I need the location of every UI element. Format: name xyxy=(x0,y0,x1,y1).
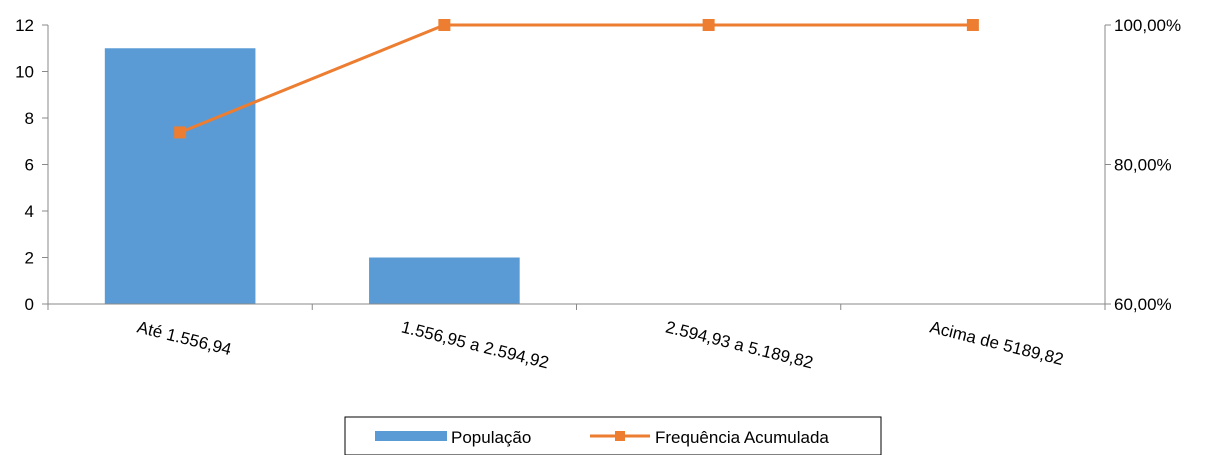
legend: População Frequência Acumulada xyxy=(344,416,882,455)
left-tick-label: 0 xyxy=(25,295,34,314)
left-y-ticks: 0 2 4 6 8 10 12 xyxy=(15,16,48,314)
line-path xyxy=(179,23,973,134)
right-tick-label: 60,00% xyxy=(1114,295,1172,314)
category-labels: Até 1.556,94 1.556,95 a 2.594,92 2.594,93 … xyxy=(135,317,1065,372)
bar-0 xyxy=(104,48,256,304)
right-tick-label: 80,00% xyxy=(1114,156,1172,175)
category-label-0: Até 1.556,94 xyxy=(135,317,233,359)
line-marker-2 xyxy=(702,19,715,31)
line-marker-3 xyxy=(966,19,979,31)
category-label-1: 1.556,95 a 2.594,92 xyxy=(399,317,550,372)
right-tick-label: 100,00% xyxy=(1114,16,1181,35)
category-label-2: 2.594,93 a 5.189,82 xyxy=(664,317,815,372)
legend-marker-frequencia-acumulada xyxy=(615,431,625,441)
legend-swatch-populacao xyxy=(375,431,447,441)
left-tick-label: 2 xyxy=(25,249,34,268)
bar-1 xyxy=(369,257,520,304)
line-series-frequencia-acumulada xyxy=(174,19,979,139)
left-tick-label: 12 xyxy=(15,16,34,35)
legend-label-frequencia-acumulada: Frequência Acumulada xyxy=(655,428,829,447)
left-tick-label: 10 xyxy=(15,63,34,82)
x-ticks xyxy=(47,304,1106,310)
right-y-ticks: 60,00% 80,00% 100,00% xyxy=(1105,16,1181,314)
category-label-3: Acima de 5189,82 xyxy=(928,317,1066,369)
bar-series-populacao xyxy=(104,48,520,304)
left-tick-label: 6 xyxy=(25,156,34,175)
line-marker-1 xyxy=(438,19,451,31)
left-tick-label: 4 xyxy=(25,202,34,221)
left-tick-label: 8 xyxy=(25,109,34,128)
chart-axes: 0 2 4 6 8 10 12 60,00% 80,00% 100,00% xyxy=(15,16,1181,314)
legend-label-populacao: População xyxy=(451,428,531,447)
line-marker-0 xyxy=(174,126,187,139)
